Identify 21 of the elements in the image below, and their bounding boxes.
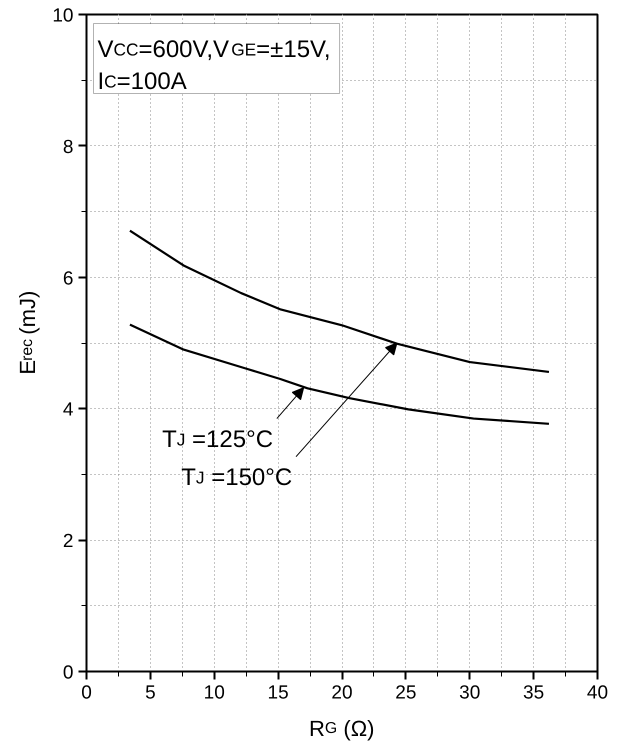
x-tick-label: 15 [268,682,289,704]
x-tick-label: 25 [395,682,416,704]
x-tick-label: 40 [586,682,608,704]
y-tick-label: 10 [52,6,74,26]
y-tick-label: 0 [62,662,74,684]
y-tick-label: 2 [62,531,74,552]
x-tick-label: 20 [331,682,353,704]
y-tick-label: 4 [62,400,74,421]
x-tick-label: 10 [204,682,225,704]
text: VCC=600V,VGE=±15V, IC=100A [98,36,331,95]
annotation: TJ =125°C [162,426,274,454]
x-axis-title: RG (Ω) [309,716,374,741]
x-tick-label: 30 [459,682,480,704]
y-axis-title: Erec (mJ) [15,290,40,375]
y-tick-label: 8 [62,136,74,158]
x-tick-label: 5 [145,682,156,704]
x-tick-label: 35 [523,682,544,704]
annotation: TJ =150°C [181,464,292,492]
y-tick-label: 6 [62,268,74,290]
x-tick-label: 0 [81,682,92,704]
line-series [128,230,550,374]
